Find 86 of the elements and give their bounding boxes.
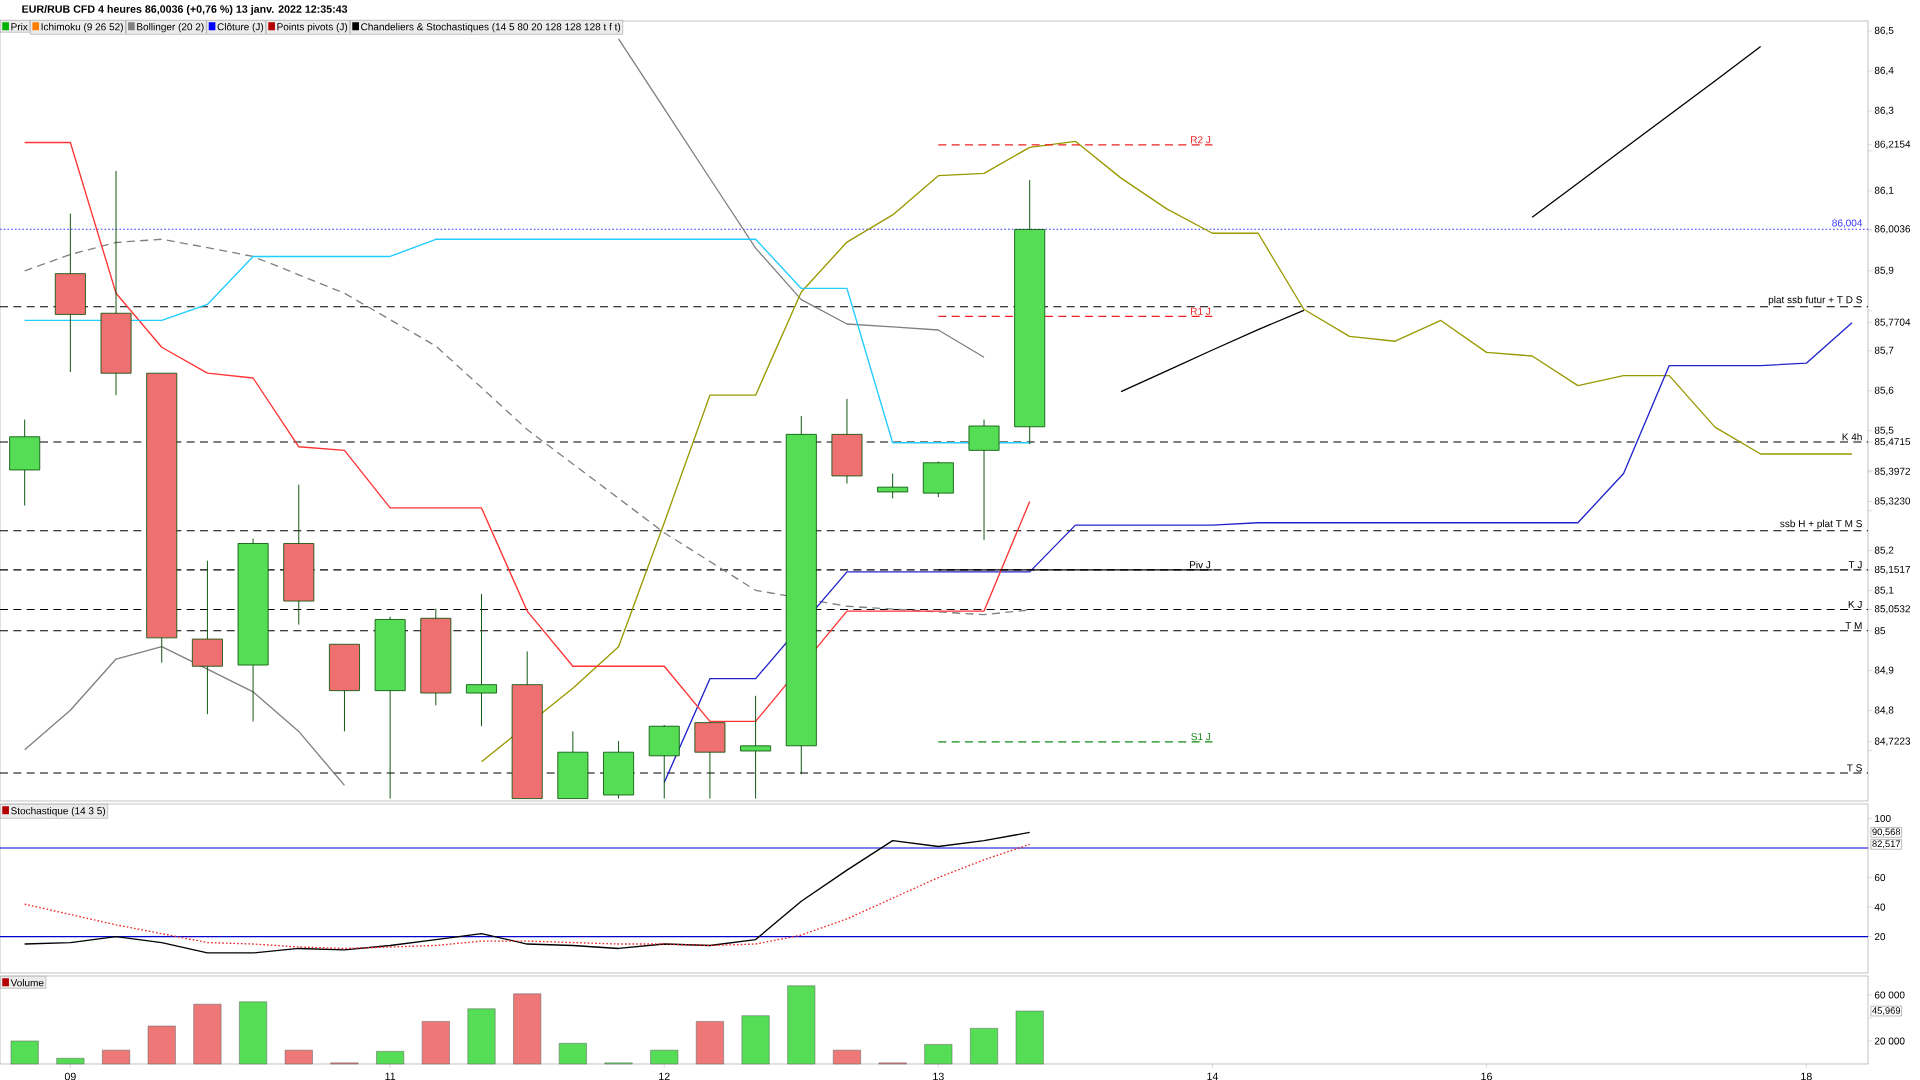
ref-line-label: T M <box>1845 622 1862 630</box>
y-tick-label: 100 <box>1875 814 1891 823</box>
line-series <box>1120 309 1305 393</box>
bar <box>376 1051 405 1065</box>
y-tick-label: 85,7 <box>1874 346 1894 355</box>
ref-line-label: 86,004 <box>1832 219 1863 228</box>
candlestick <box>466 593 497 727</box>
annotation: 90,568 <box>1872 828 1901 837</box>
y-tick-label: 86,1 <box>1874 186 1894 196</box>
annotation: 45,969 <box>1872 1007 1901 1015</box>
annotation: Clôture (J) <box>217 22 264 33</box>
y-tick-label: 85,3972 <box>1874 467 1911 476</box>
y-tick-label: 85,2 <box>1874 546 1894 555</box>
series-label: S1 J <box>1191 733 1211 741</box>
y-tick-label: 20 <box>1874 933 1886 941</box>
ref-line-label: K J <box>1848 600 1862 608</box>
bar <box>924 1044 953 1065</box>
annotation: Bollinger (20 2) <box>137 23 204 33</box>
bar <box>102 1049 131 1065</box>
y-tick-label: 84,7223 <box>1874 737 1911 746</box>
candlestick <box>877 473 909 499</box>
x-tick-label: 13 <box>933 1072 944 1080</box>
y-tick-label: 85,9 <box>1874 266 1894 275</box>
bar <box>650 1049 679 1065</box>
bar <box>10 1040 39 1065</box>
bar <box>513 993 542 1065</box>
y-tick-label: 84,9 <box>1874 666 1894 675</box>
series-label: Piv J <box>1189 560 1211 569</box>
y-tick-label: 84,8 <box>1874 706 1894 715</box>
bar <box>558 1043 587 1065</box>
y-tick-label: 86,0036 <box>1874 225 1911 234</box>
bar <box>56 1057 85 1065</box>
y-tick-label: 85 <box>1874 627 1886 635</box>
chart-title: EUR/RUB CFD 4 heures 86,0036 (+0,76 %) 13 janv. 2022 12:35:43 <box>22 5 348 15</box>
y-tick-label: 85,0532 <box>1874 605 1911 614</box>
y-tick-label: 85,1517 <box>1874 565 1911 575</box>
bar <box>239 1001 268 1065</box>
y-tick-label: 60 <box>1874 874 1886 882</box>
y-tick-label: 86,3 <box>1874 106 1894 116</box>
y-tick-label: 86,5 <box>1874 26 1894 36</box>
y-tick-label: 40 <box>1874 903 1886 911</box>
annotation: Prix <box>11 23 28 31</box>
x-tick-label: 14 <box>1207 1072 1219 1080</box>
x-tick-label: 12 <box>659 1072 670 1080</box>
y-tick-label: 85,3230 <box>1874 497 1911 506</box>
ref-line-label: plat ssb futur + T D S <box>1768 295 1862 306</box>
y-tick-label: 85,7704 <box>1874 318 1911 327</box>
line-series <box>1531 45 1762 218</box>
y-tick-label: 85,4715 <box>1874 438 1911 447</box>
ref-line-label: ssb H + plat T M S <box>1780 519 1862 530</box>
x-tick-label: 16 <box>1481 1072 1492 1080</box>
bar <box>284 1049 313 1065</box>
ref-line-label: K 4h <box>1842 433 1862 441</box>
bar <box>193 1003 222 1065</box>
y-tick-label: 20 000 <box>1874 1037 1905 1045</box>
bar <box>467 1008 496 1065</box>
candlestick <box>740 695 772 800</box>
y-tick-label: 85,1 <box>1874 586 1894 595</box>
ref-line-label: T J <box>1848 561 1862 569</box>
bar <box>833 1049 861 1065</box>
annotation: Ichimoku (9 26 52) <box>41 23 123 33</box>
bar <box>741 1015 770 1065</box>
series-label: R1 J <box>1191 307 1211 315</box>
chart-title: Stochastique (14 3 5) <box>11 807 106 817</box>
chart-title: Volume <box>10 979 44 987</box>
y-tick-label: 85,5 <box>1874 426 1894 435</box>
bar <box>695 1021 724 1065</box>
bar <box>147 1025 176 1065</box>
bar <box>787 985 816 1065</box>
bar <box>421 1021 450 1065</box>
x-tick-label: 18 <box>1801 1072 1812 1080</box>
line-series <box>617 38 985 358</box>
y-tick-label: 86,4 <box>1874 66 1894 76</box>
bar <box>970 1028 998 1065</box>
x-tick-label: 11 <box>385 1072 396 1080</box>
bar <box>1015 1010 1044 1065</box>
y-tick-label: 60 000 <box>1874 991 1905 999</box>
ref-line-label: T S <box>1847 764 1862 772</box>
annotation: Chandeliers & Stochastiques (14 5 80 20 128 128 128 t f t) <box>361 23 621 33</box>
y-tick-label: 85,6 <box>1874 386 1894 395</box>
x-tick-label: 09 <box>64 1072 76 1080</box>
annotation: 82,517 <box>1872 840 1901 849</box>
line-series <box>24 645 346 787</box>
series-label: R2 J <box>1191 136 1211 144</box>
annotation: Points pivots (J) <box>277 23 348 33</box>
y-tick-label: 86,2154 <box>1874 140 1911 149</box>
